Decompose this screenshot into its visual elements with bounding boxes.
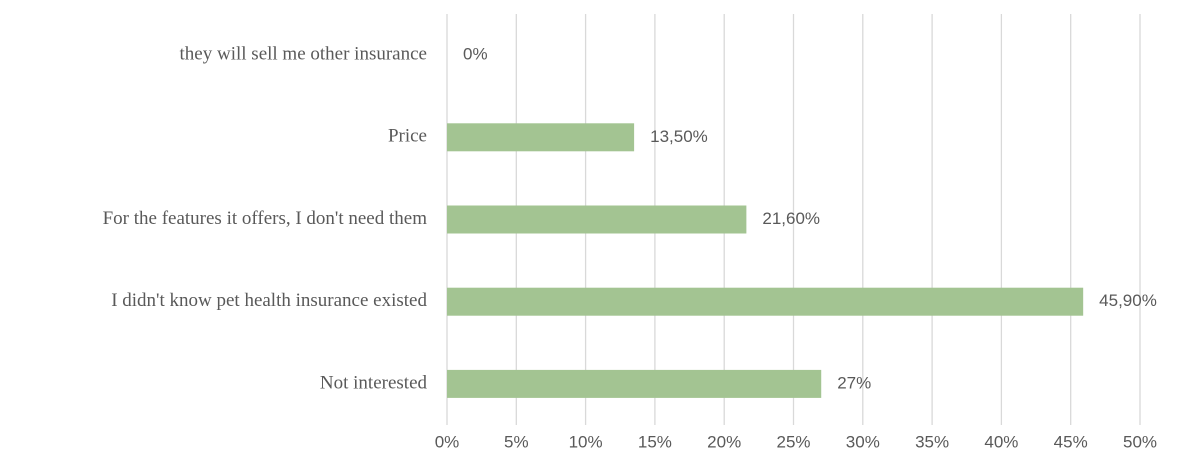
bar [447, 205, 747, 234]
data-label: 0% [463, 45, 488, 64]
x-tick-label: 30% [846, 432, 880, 451]
x-tick-label: 5% [504, 432, 529, 451]
bar [447, 287, 1084, 316]
data-label: 27% [837, 373, 871, 392]
x-tick-label: 50% [1123, 432, 1157, 451]
x-tick-label: 40% [984, 432, 1018, 451]
bar [447, 123, 635, 152]
data-label: 13,50% [650, 127, 708, 146]
data-label: 21,60% [762, 209, 820, 228]
data-label: 45,90% [1099, 291, 1157, 310]
bar [447, 369, 822, 398]
y-tick-label: I didn't know pet health insurance exist… [111, 290, 427, 311]
x-tick-label: 15% [638, 432, 672, 451]
y-tick-label: Not interested [320, 372, 428, 393]
x-tick-label: 45% [1054, 432, 1088, 451]
x-tick-label: 35% [915, 432, 949, 451]
x-tick-label: 20% [707, 432, 741, 451]
y-tick-label: they will sell me other insurance [180, 43, 427, 64]
y-tick-label: Price [388, 126, 427, 147]
y-tick-label: For the features it offers, I don't need… [103, 208, 428, 229]
x-tick-label: 10% [569, 432, 603, 451]
x-tick-label: 0% [435, 432, 460, 451]
x-tick-label: 25% [776, 432, 810, 451]
